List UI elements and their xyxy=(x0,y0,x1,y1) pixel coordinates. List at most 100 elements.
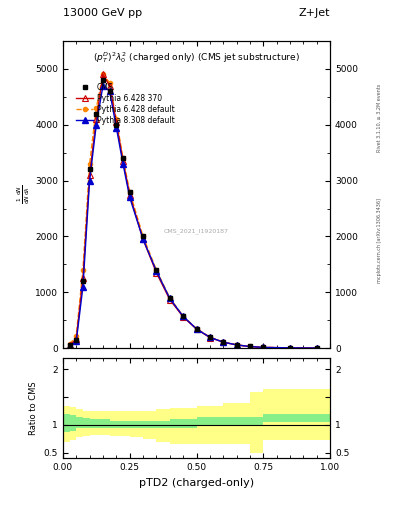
Pythia 6.428 370 xyxy=(121,158,125,164)
Pythia 6.428 370 xyxy=(127,191,132,198)
Pythia 6.428 default xyxy=(81,267,85,273)
Pythia 6.428 default xyxy=(67,341,72,347)
Pythia 6.428 370 xyxy=(114,119,119,125)
CMS xyxy=(194,326,199,332)
Line: Pythia 6.428 default: Pythia 6.428 default xyxy=(68,72,319,350)
CMS xyxy=(114,122,119,128)
Pythia 6.428 370 xyxy=(234,342,239,348)
CMS xyxy=(107,88,112,94)
Pythia 6.428 default xyxy=(288,345,292,351)
Pythia 6.428 default xyxy=(127,189,132,195)
Pythia 6.428 default xyxy=(208,334,212,340)
Pythia 6.428 370 xyxy=(167,296,172,303)
Pythia 6.428 370 xyxy=(221,339,226,346)
CMS xyxy=(167,295,172,301)
CMS xyxy=(141,233,145,240)
Pythia 8.308 default xyxy=(127,194,132,200)
Pythia 6.428 370 xyxy=(101,71,105,77)
CMS xyxy=(81,278,85,284)
Pythia 6.428 default xyxy=(101,71,105,77)
Pythia 6.428 default xyxy=(107,80,112,86)
Legend: CMS, Pythia 6.428 370, Pythia 6.428 default, Pythia 8.308 default: CMS, Pythia 6.428 370, Pythia 6.428 defa… xyxy=(75,81,176,126)
Pythia 6.428 370 xyxy=(288,345,292,351)
Text: Z+Jet: Z+Jet xyxy=(299,8,330,18)
Pythia 6.428 370 xyxy=(261,344,266,350)
Pythia 6.428 default xyxy=(167,295,172,301)
Pythia 8.308 default xyxy=(87,178,92,184)
Pythia 6.428 370 xyxy=(314,345,319,351)
Pythia 6.428 default xyxy=(314,345,319,351)
Pythia 6.428 370 xyxy=(94,116,99,122)
Pythia 8.308 default xyxy=(194,326,199,332)
CMS xyxy=(74,337,79,343)
Text: Rivet 3.1.10, ≥ 3.2M events: Rivet 3.1.10, ≥ 3.2M events xyxy=(377,83,382,152)
X-axis label: pTD2 (charged-only): pTD2 (charged-only) xyxy=(139,478,254,487)
Pythia 6.428 370 xyxy=(154,270,159,276)
CMS xyxy=(261,344,266,350)
Line: CMS: CMS xyxy=(67,78,319,351)
Pythia 6.428 370 xyxy=(81,275,85,282)
CMS xyxy=(314,345,319,351)
Pythia 8.308 default xyxy=(288,345,292,351)
Pythia 8.308 default xyxy=(121,161,125,167)
Line: Pythia 6.428 370: Pythia 6.428 370 xyxy=(67,72,320,351)
Pythia 8.308 default xyxy=(234,342,239,348)
Pythia 8.308 default xyxy=(81,284,85,290)
Pythia 8.308 default xyxy=(221,339,226,345)
Y-axis label: $\frac{1}{\mathregular{d}N}\frac{\mathregular{d}N}{\mathregular{d}\lambda}$: $\frac{1}{\mathregular{d}N}\frac{\mathre… xyxy=(16,185,32,204)
CMS xyxy=(181,313,185,319)
Pythia 6.428 default xyxy=(121,155,125,161)
CMS xyxy=(94,111,99,117)
Pythia 6.428 370 xyxy=(181,314,185,320)
Pythia 8.308 default xyxy=(314,345,319,351)
Text: CMS_2021_I1920187: CMS_2021_I1920187 xyxy=(164,228,229,234)
Pythia 6.428 default xyxy=(87,161,92,167)
Pythia 6.428 default xyxy=(261,344,266,350)
Pythia 6.428 default xyxy=(181,313,185,319)
CMS xyxy=(121,155,125,161)
Pythia 8.308 default xyxy=(107,88,112,94)
Y-axis label: Ratio to CMS: Ratio to CMS xyxy=(29,381,38,435)
Pythia 6.428 default xyxy=(114,116,119,122)
Pythia 8.308 default xyxy=(248,344,252,350)
Pythia 8.308 default xyxy=(101,82,105,89)
Text: 13000 GeV pp: 13000 GeV pp xyxy=(63,8,142,18)
CMS xyxy=(87,166,92,173)
CMS xyxy=(67,343,72,349)
Pythia 8.308 default xyxy=(181,313,185,319)
Pythia 6.428 370 xyxy=(248,344,252,350)
CMS xyxy=(101,77,105,83)
Pythia 6.428 370 xyxy=(107,82,112,89)
Pythia 6.428 370 xyxy=(194,326,199,332)
Pythia 6.428 370 xyxy=(87,172,92,178)
Pythia 8.308 default xyxy=(74,338,79,345)
Pythia 6.428 370 xyxy=(141,236,145,242)
Pythia 8.308 default xyxy=(67,343,72,349)
CMS xyxy=(154,267,159,273)
CMS xyxy=(248,344,252,350)
CMS xyxy=(221,339,226,345)
CMS xyxy=(208,334,212,340)
Pythia 6.428 default xyxy=(94,105,99,111)
Text: mcplots.cern.ch [arXiv:1306.3436]: mcplots.cern.ch [arXiv:1306.3436] xyxy=(377,198,382,283)
Pythia 6.428 370 xyxy=(74,336,79,343)
Pythia 6.428 370 xyxy=(208,334,212,340)
Pythia 8.308 default xyxy=(94,122,99,128)
CMS xyxy=(234,342,239,348)
Pythia 8.308 default xyxy=(114,124,119,131)
Line: Pythia 8.308 default: Pythia 8.308 default xyxy=(67,83,320,351)
Pythia 6.428 default xyxy=(74,333,79,339)
Pythia 8.308 default xyxy=(208,334,212,340)
Pythia 6.428 default xyxy=(248,344,252,350)
Pythia 6.428 default xyxy=(234,342,239,348)
Pythia 6.428 default xyxy=(141,233,145,240)
CMS xyxy=(127,189,132,195)
CMS xyxy=(288,345,292,351)
Text: $(p_T^D)^2\lambda_0^2$ (charged only) (CMS jet substructure): $(p_T^D)^2\lambda_0^2$ (charged only) (C… xyxy=(93,50,300,65)
Pythia 6.428 default xyxy=(154,267,159,273)
Pythia 8.308 default xyxy=(154,268,159,274)
Pythia 8.308 default xyxy=(261,344,266,350)
Pythia 8.308 default xyxy=(141,236,145,242)
Pythia 6.428 default xyxy=(221,339,226,345)
Pythia 6.428 default xyxy=(194,326,199,332)
